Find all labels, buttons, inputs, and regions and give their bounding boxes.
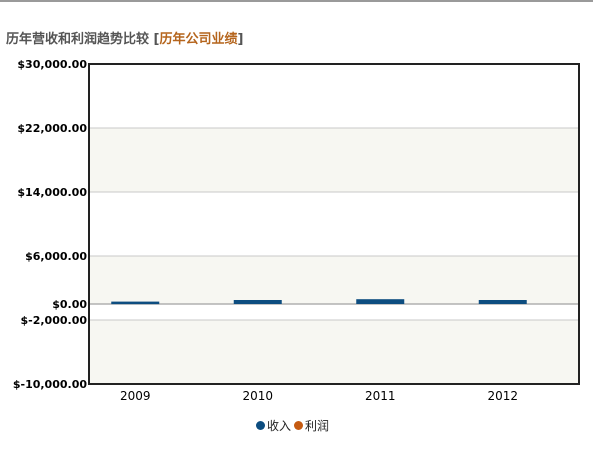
y-tick-label: $-10,000.00 xyxy=(13,378,87,391)
y-tick-label: $0.00 xyxy=(52,298,87,311)
legend-marker xyxy=(256,421,265,430)
bar-收入 xyxy=(111,301,160,305)
bracket-close: ] xyxy=(237,32,244,47)
top-divider xyxy=(0,0,593,2)
grid-band xyxy=(89,320,579,384)
grid-band xyxy=(89,256,579,304)
y-tick-label: $-2,000.00 xyxy=(21,314,88,327)
x-tick-label: 2012 xyxy=(487,389,518,403)
y-tick-label: $30,000.00 xyxy=(17,58,87,71)
bar-收入 xyxy=(233,300,282,304)
y-tick-label: $6,000.00 xyxy=(25,250,87,263)
legend-label: 利润 xyxy=(305,419,330,433)
legend-item[interactable]: 利润 xyxy=(294,417,329,434)
x-tick-label: 2010 xyxy=(242,389,273,403)
bracket-open: [ xyxy=(153,32,160,47)
legend-item[interactable]: 收入 xyxy=(256,417,291,434)
y-tick-label: $22,000.00 xyxy=(17,122,87,135)
bar-收入 xyxy=(356,299,405,304)
bar-收入 xyxy=(478,300,527,304)
chart-header: 历年营收和利润趋势比较 [历年公司业绩] xyxy=(6,28,243,47)
plot-frame xyxy=(88,63,580,385)
chart-title: 历年营收和利润趋势比较 xyxy=(6,32,150,47)
y-tick-label: $14,000.00 xyxy=(17,186,87,199)
chart-legend: 收入 利润 xyxy=(256,417,332,434)
legend-marker xyxy=(294,421,304,430)
x-tick-label: 2009 xyxy=(120,389,151,403)
legend-label: 收入 xyxy=(267,419,292,433)
grid-band xyxy=(89,128,579,192)
x-tick-label: 2011 xyxy=(365,389,396,403)
company-performance-link[interactable]: 历年公司业绩 xyxy=(159,32,238,47)
